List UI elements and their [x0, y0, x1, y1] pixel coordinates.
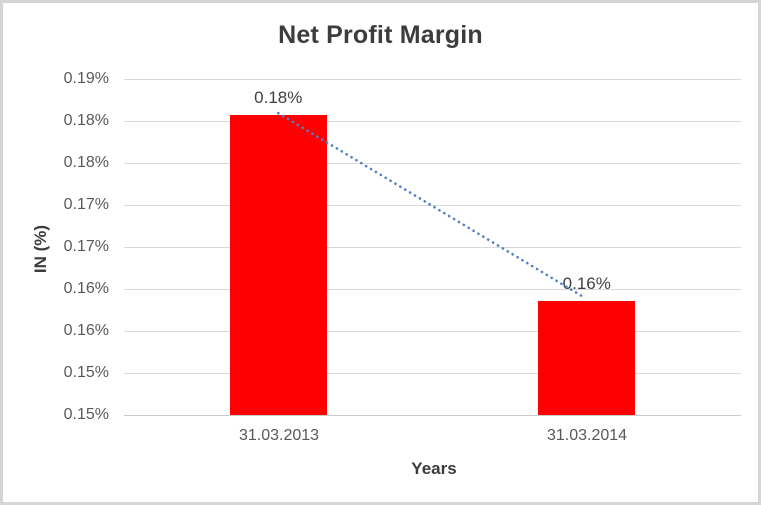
y-tick-label: 0.17%	[63, 196, 109, 213]
x-tick-label-2014: 31.03.2014	[546, 427, 628, 444]
gridline	[124, 373, 741, 374]
gridline	[124, 121, 741, 122]
gridline	[124, 163, 741, 164]
gridline	[124, 289, 741, 290]
y-tick-label: 0.16%	[63, 322, 109, 339]
bar-2013	[229, 115, 327, 415]
plot-area	[124, 79, 741, 416]
y-tick-label: 0.19%	[63, 70, 109, 87]
x-tick-label-2013: 31.03.2013	[238, 427, 320, 444]
y-tick-label: 0.15%	[63, 406, 109, 423]
y-tick-label: 0.18%	[63, 112, 109, 129]
gridline	[124, 247, 741, 248]
y-tick-label: 0.16%	[63, 280, 109, 297]
y-tick-label: 0.18%	[63, 154, 109, 171]
bar-2014	[538, 300, 636, 415]
y-tick-label: 0.15%	[63, 364, 109, 381]
data-label-2013: 0.18%	[254, 88, 303, 108]
y-tick-label: 0.17%	[63, 238, 109, 255]
gridline	[124, 79, 741, 80]
gridline	[124, 205, 741, 206]
data-label-2014: 0.16%	[562, 273, 611, 293]
gridline	[124, 331, 741, 332]
chart-title: Net Profit Margin	[278, 21, 483, 49]
x-axis-title: Years	[411, 459, 457, 478]
